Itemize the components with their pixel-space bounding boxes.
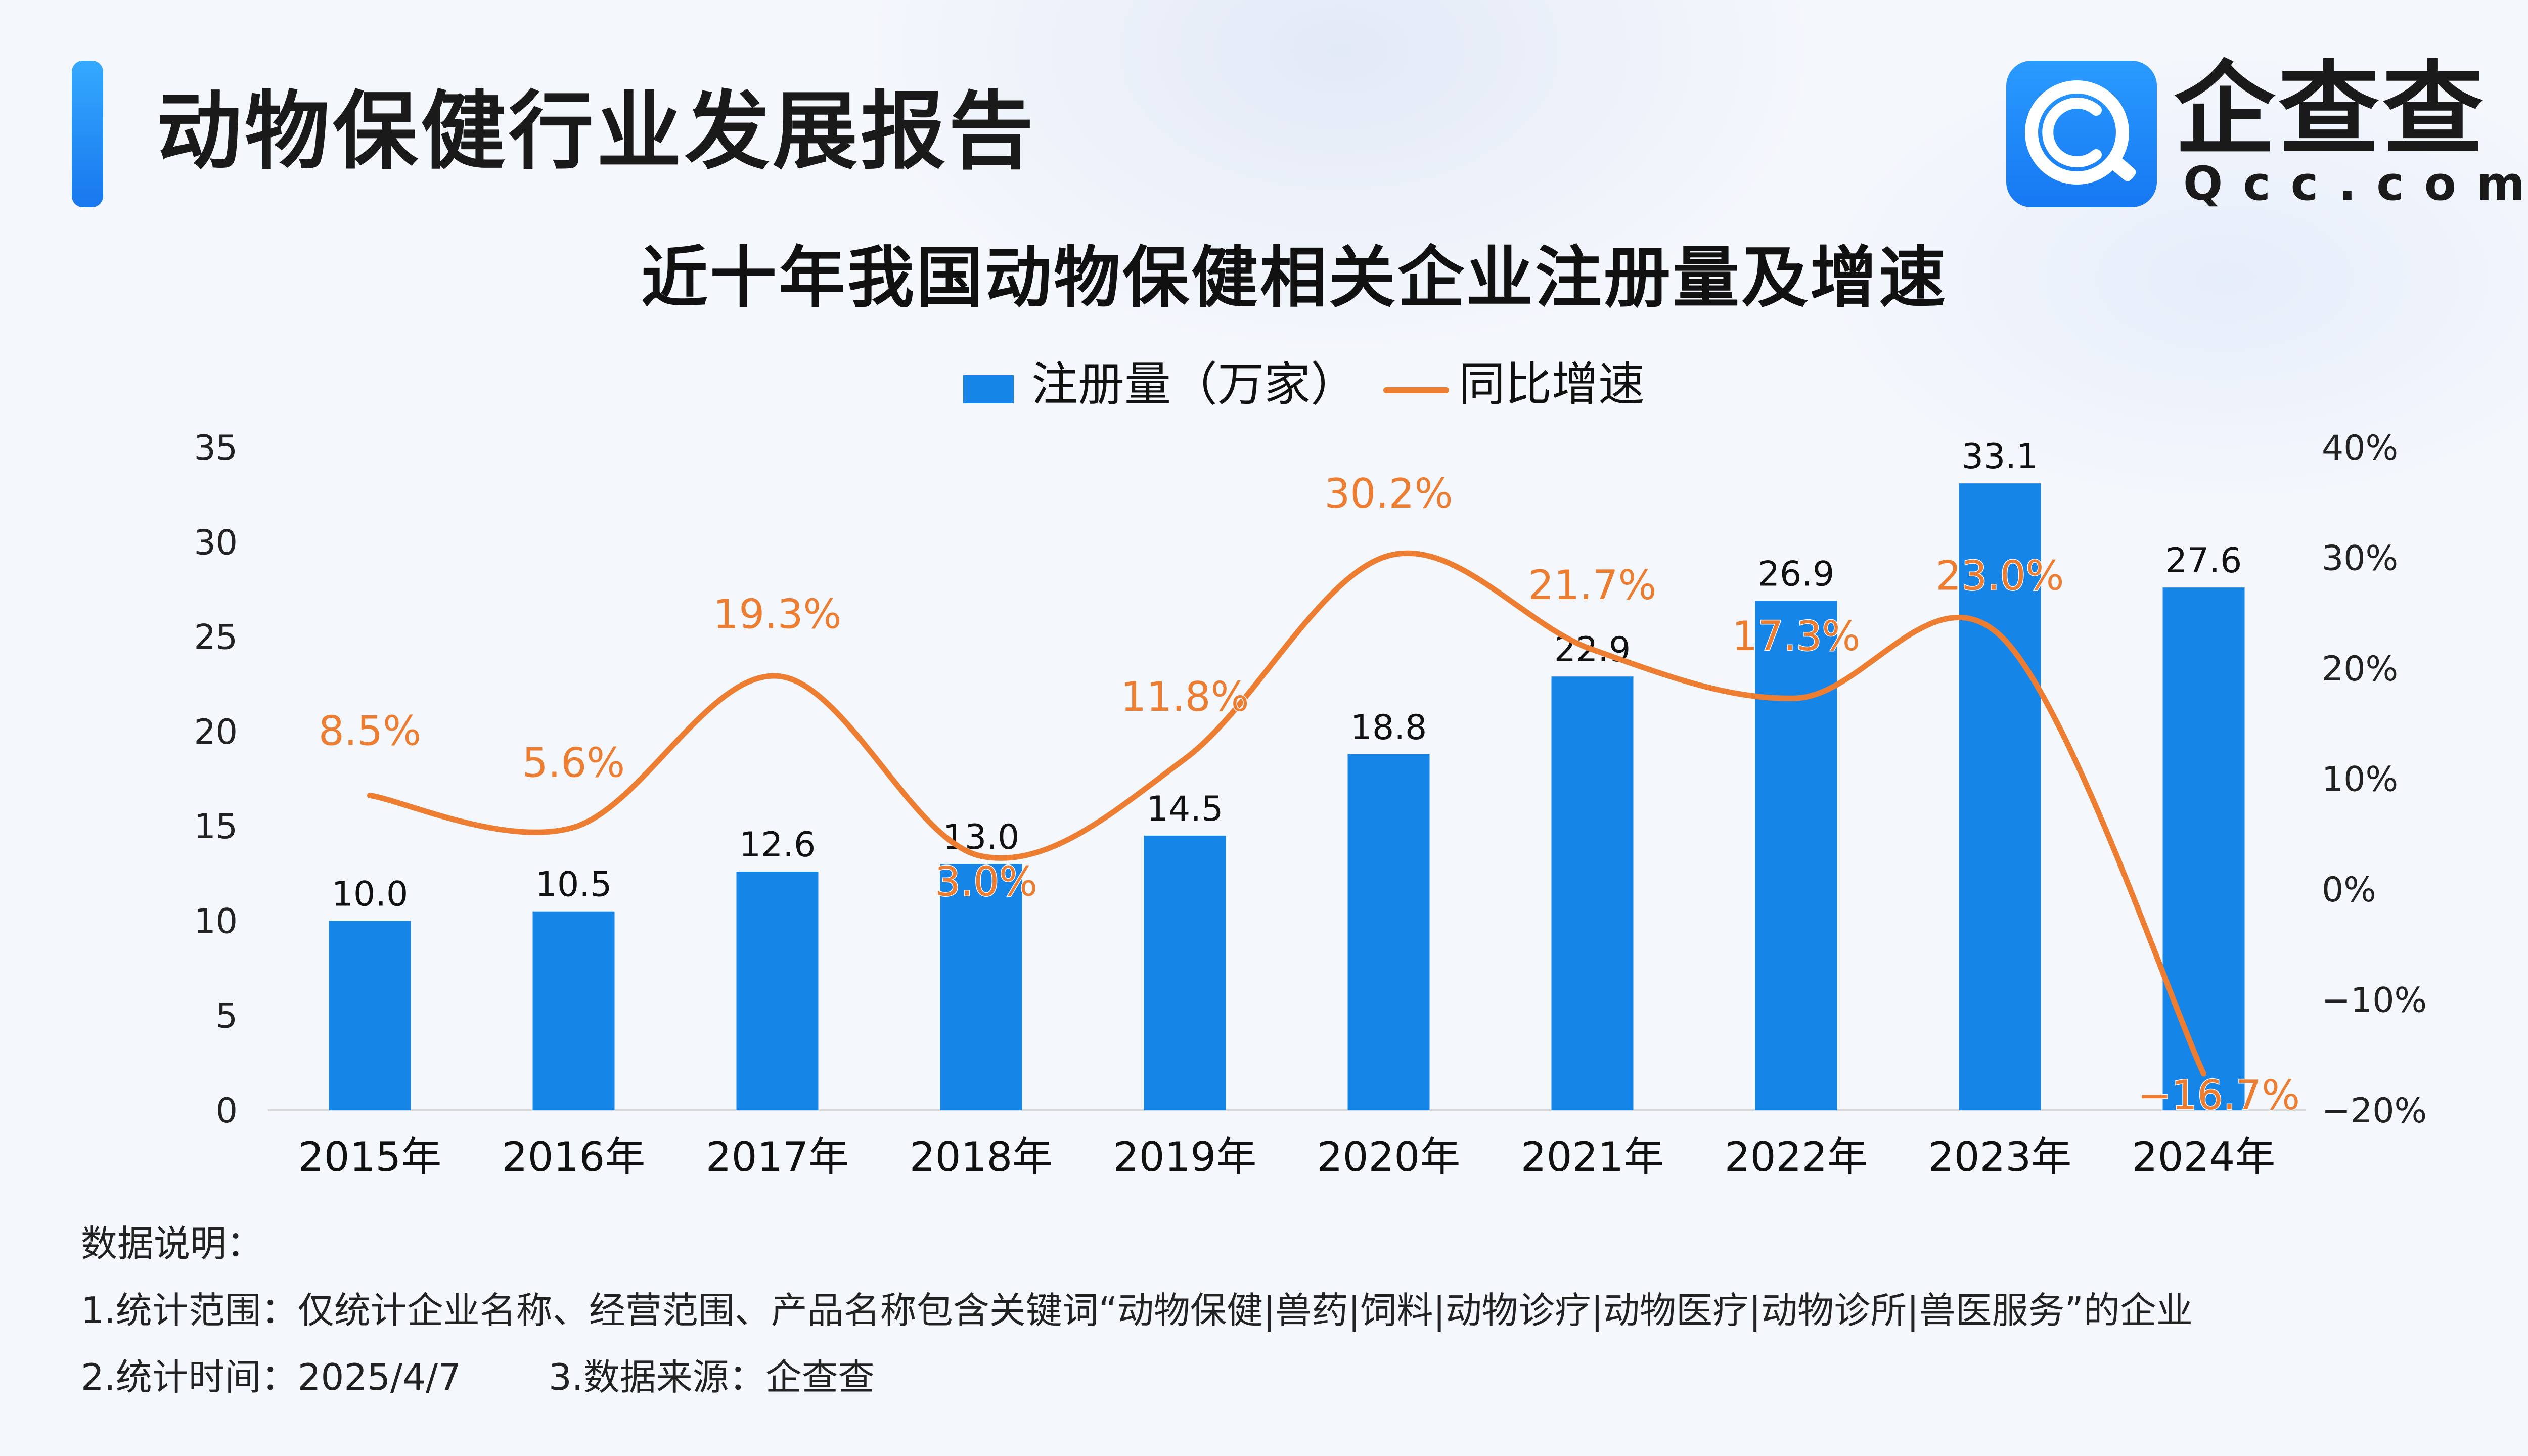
growth-value-label: 30.2% <box>1324 470 1453 517</box>
bar <box>329 921 411 1110</box>
growth-value-label: 8.5% <box>319 707 421 754</box>
qcc-logo-icon <box>2006 61 2157 207</box>
x-tick-label: 2019年 <box>1113 1133 1257 1180</box>
y-right-tick-label: 0% <box>2322 870 2376 910</box>
bar-value-label: 33.1 <box>1962 437 2038 477</box>
background-glow <box>1820 51 2528 506</box>
bar <box>1551 676 1634 1110</box>
growth-value-label: 19.3% <box>713 590 841 638</box>
bar <box>532 911 615 1110</box>
bar-value-label: 26.9 <box>1758 554 1834 594</box>
legend-bar-swatch <box>963 375 1014 403</box>
x-tick-label: 2022年 <box>1725 1133 1868 1180</box>
notes-source: 3.数据来源：企查查 <box>549 1356 875 1398</box>
growth-value-label: 17.3% <box>1732 613 1860 660</box>
bar-value-label: 18.8 <box>1350 708 1427 748</box>
notes-line2: 2.统计时间：2025/4/7 3.数据来源：企查查 <box>81 1352 875 1402</box>
y-right-tick-label: −20% <box>2322 1091 2427 1131</box>
growth-line <box>367 550 2206 1077</box>
y-left-tick-label: 25 <box>194 618 238 658</box>
bar <box>940 864 1022 1110</box>
bar-value-label: 12.6 <box>739 825 816 865</box>
y-left-tick-label: 5 <box>216 996 238 1036</box>
x-tick-label: 2016年 <box>502 1133 646 1180</box>
x-tick-label: 2017年 <box>706 1133 849 1180</box>
x-tick-label: 2015年 <box>298 1133 442 1180</box>
bar <box>1144 835 1226 1110</box>
growth-value-label: 3.0% <box>935 858 1037 905</box>
chart: 0 5 10 15 20 25 30 35 −20% −10% 0% 10% 20% 30% 40% 10.0… <box>194 357 2427 1180</box>
growth-value-label: 11.8% <box>1120 673 1249 720</box>
x-tick-label: 2023年 <box>1928 1133 2072 1180</box>
growth-value-label: 21.7% <box>1528 562 1656 609</box>
bar <box>1755 601 1837 1110</box>
growth-value-label: 5.6% <box>522 740 625 787</box>
y-right-tick-label: −10% <box>2322 981 2427 1021</box>
bar-value-label: 27.6 <box>2165 541 2242 581</box>
y-left-tick-label: 30 <box>194 523 238 563</box>
legend-bar-label: 注册量（万家） <box>1031 357 1357 412</box>
bar <box>2162 587 2245 1110</box>
y-left-tick-label: 20 <box>194 712 238 752</box>
notes-scope: 1.统计范围：仅统计企业名称、经营范围、产品名称包含关键词“动物保健|兽药|饲料… <box>81 1289 2193 1332</box>
growth-value-label: 23.0% <box>1935 552 2064 599</box>
notes-heading: 数据说明： <box>81 1222 263 1265</box>
bar-value-label: 10.0 <box>332 874 408 914</box>
bar-value-label: 13.0 <box>943 817 1019 857</box>
title-accent-bar <box>72 61 103 207</box>
bar-value-label: 14.5 <box>1147 789 1223 829</box>
logo-text-en: Qcc.com <box>2183 157 2528 211</box>
x-tick-label: 2021年 <box>1521 1133 1664 1180</box>
y-left-tick-label: 35 <box>194 428 238 468</box>
y-left-tick-label: 15 <box>194 807 238 847</box>
y-right-tick-label: 30% <box>2322 539 2398 579</box>
y-left-tick-label: 0 <box>216 1091 238 1131</box>
bar <box>1959 483 2041 1110</box>
y-right-tick-label: 20% <box>2322 649 2398 689</box>
notes-time: 2.统计时间：2025/4/7 <box>81 1356 462 1398</box>
bar-value-label: 10.5 <box>535 865 612 905</box>
x-tick-label: 2020年 <box>1317 1133 1461 1180</box>
growth-value-label: −16.7% <box>2138 1072 2300 1119</box>
chart-title: 近十年我国动物保健相关企业注册量及增速 <box>641 239 1948 317</box>
y-left-tick-label: 10 <box>194 901 238 941</box>
report-title: 动物保健行业发展报告 <box>157 82 1036 181</box>
bar <box>1347 754 1430 1110</box>
x-tick-label: 2024年 <box>2132 1133 2276 1180</box>
x-tick-label: 2018年 <box>910 1133 1053 1180</box>
legend-line-label: 同比增速 <box>1459 357 1645 412</box>
y-right-tick-label: 10% <box>2322 760 2398 800</box>
logo-text-cn: 企查查 <box>2174 51 2487 169</box>
bar <box>736 872 819 1110</box>
y-right-tick-label: 40% <box>2322 428 2398 468</box>
